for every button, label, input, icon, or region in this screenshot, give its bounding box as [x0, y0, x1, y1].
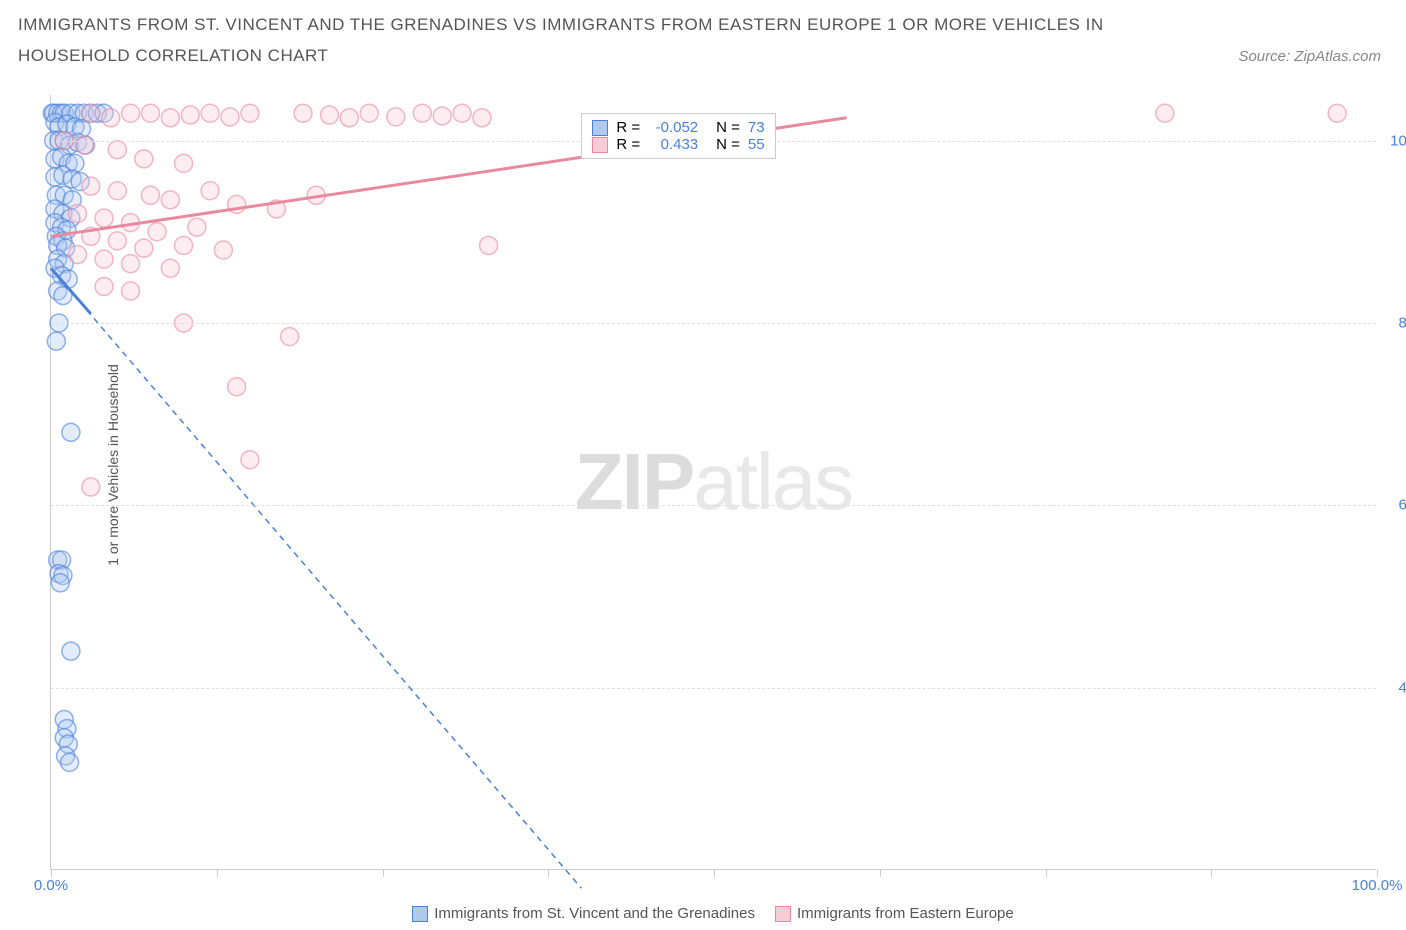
- legend-swatch: [775, 906, 791, 922]
- legend-swatch: [592, 137, 608, 153]
- series-legend: Immigrants from St. Vincent and the Gren…: [0, 905, 1406, 922]
- x-tick-mark: [1377, 869, 1378, 877]
- legend-swatch: [592, 120, 608, 136]
- legend-r-label: R =: [616, 119, 640, 136]
- gridline: [51, 323, 1376, 324]
- x-tick-mark: [880, 869, 881, 877]
- x-tick-mark: [1046, 869, 1047, 877]
- scatter-point: [1156, 104, 1174, 122]
- legend-r-value: -0.052: [648, 119, 698, 136]
- gridline: [51, 505, 1376, 506]
- legend-n-value: 73: [748, 119, 765, 136]
- scatter-point: [82, 478, 100, 496]
- scatter-point: [51, 574, 69, 592]
- legend-r-value: 0.433: [648, 136, 698, 153]
- source-label: Source: ZipAtlas.com: [1238, 48, 1381, 65]
- scatter-point: [175, 154, 193, 172]
- legend-n-value: 55: [748, 136, 765, 153]
- legend-row: R = 0.433 N = 55: [592, 136, 764, 153]
- scatter-point: [413, 104, 431, 122]
- scatter-point: [161, 109, 179, 127]
- y-tick-label: 40.0%: [1398, 679, 1406, 696]
- scatter-point: [141, 186, 159, 204]
- x-tick-label: 100.0%: [1352, 877, 1403, 894]
- scatter-point: [135, 150, 153, 168]
- scatter-point: [340, 109, 358, 127]
- scatter-point: [95, 250, 113, 268]
- scatter-point: [181, 106, 199, 124]
- legend-n-label: N =: [716, 136, 740, 153]
- scatter-point: [122, 104, 140, 122]
- scatter-point: [201, 104, 219, 122]
- scatter-point: [480, 236, 498, 254]
- scatter-point: [95, 209, 113, 227]
- scatter-point: [433, 107, 451, 125]
- scatter-point: [161, 259, 179, 277]
- scatter-point: [387, 108, 405, 126]
- scatter-point: [175, 236, 193, 254]
- scatter-point: [102, 109, 120, 127]
- scatter-point: [241, 104, 259, 122]
- legend-r-label: R =: [616, 136, 640, 153]
- x-tick-mark: [217, 869, 218, 877]
- scatter-point: [1328, 104, 1346, 122]
- gridline: [51, 688, 1376, 689]
- scatter-point: [75, 136, 93, 154]
- scatter-point: [141, 104, 159, 122]
- scatter-point: [221, 108, 239, 126]
- correlation-legend: R = -0.052 N = 73 R = 0.433 N = 55: [581, 113, 775, 159]
- scatter-point: [201, 182, 219, 200]
- scatter-point: [108, 232, 126, 250]
- scatter-point: [82, 177, 100, 195]
- scatter-svg: [51, 95, 1376, 869]
- chart-plot-area: ZIPatlas R = -0.052 N = 73 R = 0.433 N =…: [50, 95, 1376, 870]
- x-tick-mark: [1211, 869, 1212, 877]
- scatter-point: [122, 255, 140, 273]
- x-tick-mark: [383, 869, 384, 877]
- scatter-point: [453, 104, 471, 122]
- scatter-point: [108, 141, 126, 159]
- scatter-point: [47, 332, 65, 350]
- legend-row: R = -0.052 N = 73: [592, 119, 764, 136]
- scatter-point: [320, 106, 338, 124]
- y-tick-label: 80.0%: [1398, 314, 1406, 331]
- legend-n-label: N =: [716, 119, 740, 136]
- x-tick-mark: [714, 869, 715, 877]
- scatter-point: [69, 246, 87, 264]
- scatter-point: [473, 109, 491, 127]
- x-tick-label: 0.0%: [34, 877, 68, 894]
- scatter-point: [122, 282, 140, 300]
- legend-swatch: [412, 906, 428, 922]
- scatter-point: [61, 753, 79, 771]
- scatter-point: [281, 328, 299, 346]
- scatter-point: [108, 182, 126, 200]
- x-tick-mark: [548, 869, 549, 877]
- scatter-point: [62, 642, 80, 660]
- scatter-point: [62, 423, 80, 441]
- x-tick-mark: [51, 869, 52, 877]
- y-tick-label: 100.0%: [1390, 132, 1406, 149]
- scatter-point: [69, 205, 87, 223]
- trend-line: [51, 268, 581, 888]
- scatter-point: [214, 241, 232, 259]
- scatter-point: [188, 218, 206, 236]
- scatter-point: [241, 451, 259, 469]
- y-tick-label: 60.0%: [1398, 497, 1406, 514]
- scatter-point: [148, 223, 166, 241]
- legend-series-name: Immigrants from Eastern Europe: [797, 905, 1014, 922]
- scatter-point: [294, 104, 312, 122]
- scatter-point: [161, 191, 179, 209]
- scatter-point: [95, 277, 113, 295]
- scatter-point: [228, 378, 246, 396]
- scatter-point: [360, 104, 378, 122]
- scatter-point: [135, 239, 153, 257]
- scatter-point: [82, 104, 100, 122]
- legend-series-name: Immigrants from St. Vincent and the Gren…: [434, 905, 755, 922]
- chart-title: IMMIGRANTS FROM ST. VINCENT AND THE GREN…: [18, 10, 1106, 71]
